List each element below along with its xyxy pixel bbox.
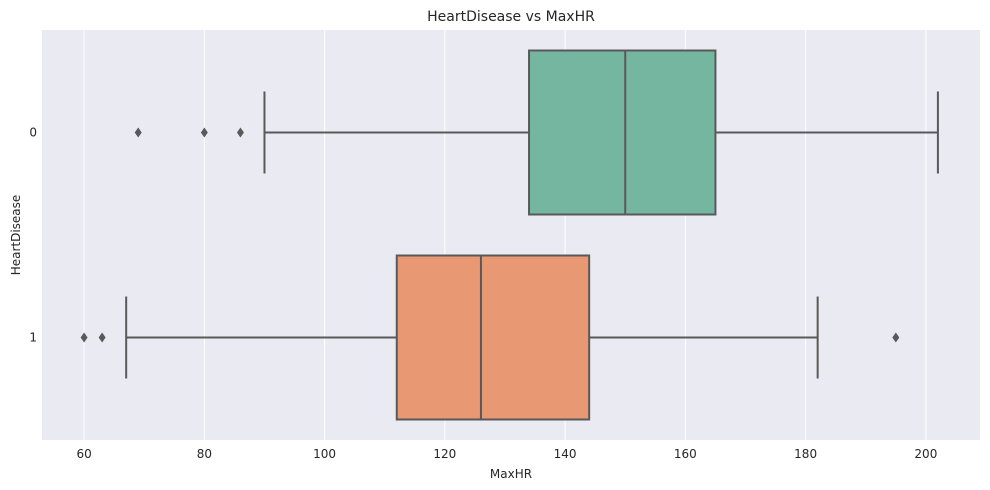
y-tick-label: 0 xyxy=(29,126,37,140)
x-tick-label: 100 xyxy=(313,447,336,461)
x-axis-label: MaxHR xyxy=(490,467,532,481)
chart-title: HeartDisease vs MaxHR xyxy=(427,9,595,25)
x-tick-label: 180 xyxy=(794,447,817,461)
outlier-point xyxy=(134,127,142,138)
box-group xyxy=(80,49,939,421)
y-axis-label: HeartDisease xyxy=(9,195,23,276)
grid-lines xyxy=(83,30,927,440)
outlier-point xyxy=(98,332,106,343)
x-tick-label: 140 xyxy=(554,447,577,461)
outlier-point xyxy=(236,127,244,138)
box-iqr xyxy=(395,254,591,421)
outlier-point xyxy=(200,127,208,138)
x-tick-label: 200 xyxy=(914,447,937,461)
outlier-point xyxy=(892,332,900,343)
box-iqr xyxy=(528,49,717,216)
x-tick-label: 160 xyxy=(674,447,697,461)
outlier-point xyxy=(80,332,88,343)
y-tick-label: 1 xyxy=(29,331,37,345)
x-axis-ticks: 60 80 100 120 140 160 180 200 xyxy=(76,447,937,461)
x-tick-label: 60 xyxy=(76,447,91,461)
y-axis-ticks: 01 xyxy=(29,126,37,345)
x-tick-label: 120 xyxy=(433,447,456,461)
x-tick-label: 80 xyxy=(197,447,212,461)
